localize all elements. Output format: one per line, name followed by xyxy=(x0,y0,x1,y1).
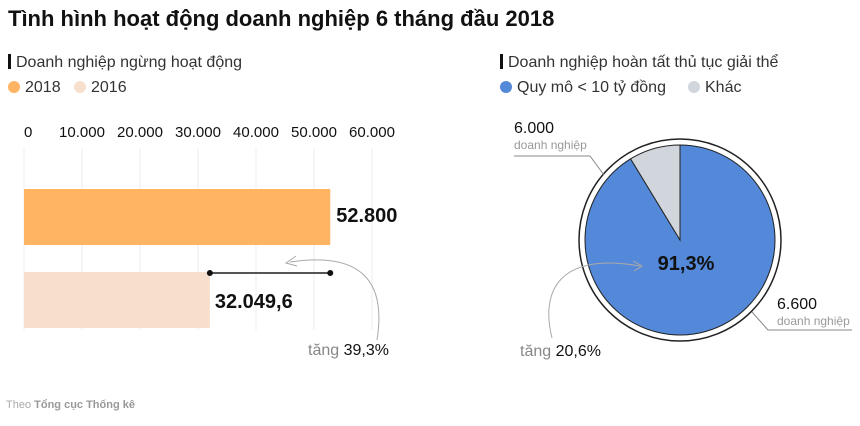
growth-arrow xyxy=(289,259,380,341)
legend-swatch xyxy=(500,81,512,93)
source-name: Tổng cục Thống kê xyxy=(34,399,135,411)
arrow-head xyxy=(632,260,643,272)
callout-value: 6.600 xyxy=(777,296,818,313)
callout-other: 6.000 doanh nghiệp xyxy=(514,120,587,152)
legend-2018: 2018 xyxy=(8,79,61,97)
x-tick-label: 10.000 xyxy=(59,124,105,141)
bar-2018 xyxy=(24,189,331,245)
x-tick-label: 20.000 xyxy=(117,124,163,141)
growth-arrow xyxy=(548,262,641,339)
annotation-prefix: tăng xyxy=(308,342,340,359)
source-prefix: Theo xyxy=(6,399,32,411)
annotation-value: 20,6% xyxy=(555,343,601,360)
legend-label: Quy mô < 10 tỷ đồng xyxy=(517,79,666,96)
legend-other: Khác xyxy=(688,79,741,97)
bar-growth-annotation: tăng 39,3% xyxy=(308,342,389,360)
difference-dot xyxy=(206,270,213,276)
x-tick-label: 50.000 xyxy=(291,124,337,141)
source-note: Theo Tổng cục Thống kê xyxy=(6,399,135,411)
pie-slice xyxy=(629,144,681,242)
legend-2016: 2016 xyxy=(74,79,127,97)
difference-dot xyxy=(327,270,334,276)
bar-value-label: 52.800 xyxy=(336,205,397,227)
pie-subtitle: Doanh nghiệp hoàn tất thủ tục giải thể xyxy=(500,54,778,72)
arrow-head xyxy=(284,255,298,267)
x-tick-label: 0 xyxy=(24,124,32,141)
legend-small-scale: Quy mô < 10 tỷ đồng xyxy=(500,79,666,97)
legend-swatch xyxy=(688,81,700,93)
legend-swatch xyxy=(74,81,86,93)
callout-unit: doanh nghiệp xyxy=(514,138,587,152)
x-tick-label: 40.000 xyxy=(233,124,279,141)
callout-value: 6.000 xyxy=(514,120,555,137)
annotation-value: 39,3% xyxy=(343,342,389,359)
pie-center-label: 91,3% xyxy=(658,253,715,275)
bar-value-label: 32.049,6 xyxy=(215,291,293,313)
x-tick-label: 60.000 xyxy=(349,124,395,141)
pie-growth-annotation: tăng 20,6% xyxy=(520,343,601,361)
annotation-prefix: tăng xyxy=(520,343,552,360)
callout-unit: doanh nghiệp xyxy=(777,314,850,328)
legend-label: 2016 xyxy=(91,79,127,96)
bar-2016 xyxy=(24,272,210,328)
bar-subtitle: Doanh nghiệp ngừng hoạt động xyxy=(8,54,242,72)
page-title: Tình hình hoạt động doanh nghiệp 6 tháng… xyxy=(8,6,555,31)
callout-leader xyxy=(751,311,852,331)
legend-swatch xyxy=(8,81,20,93)
x-tick-label: 30.000 xyxy=(175,124,221,141)
callout-leader xyxy=(514,155,605,176)
legend-label: 2018 xyxy=(25,79,61,96)
legend-label: Khác xyxy=(705,79,742,96)
callout-small-scale: 6.600 doanh nghiệp xyxy=(777,296,850,328)
